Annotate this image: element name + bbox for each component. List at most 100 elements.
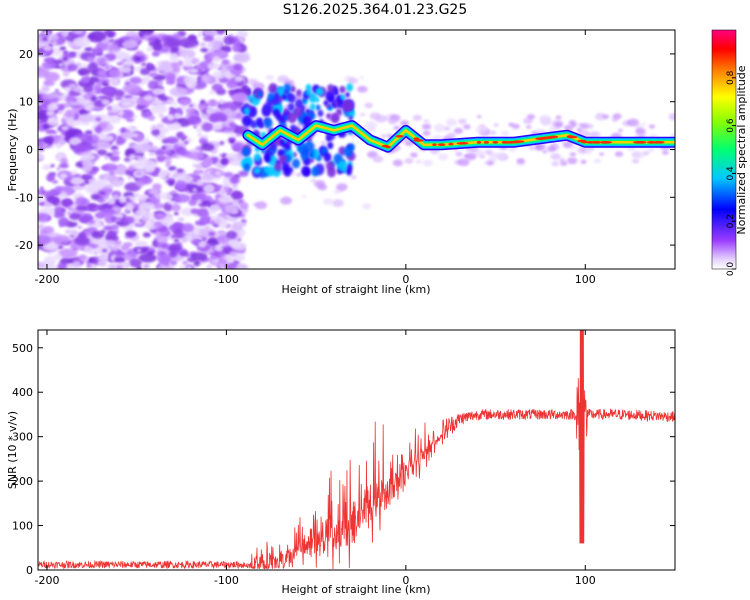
spectrogram-noise-blob	[207, 62, 221, 70]
spectrogram-signal-blob	[339, 85, 346, 94]
spectrogram-noise-blob	[58, 217, 70, 227]
spectrogram-noise-blob	[112, 51, 127, 60]
spectrogram-noise-blob	[201, 122, 214, 132]
spectrogram-noise-blob	[82, 163, 92, 173]
spectrogram-noise-blob	[220, 158, 228, 166]
spectrogram-signal-blob	[309, 103, 316, 111]
spectrogram-faint-blob	[648, 124, 656, 129]
spectrogram-noise-blob	[102, 163, 118, 172]
spectrogram-noise-blob	[142, 232, 151, 238]
spectrogram-signal-blob	[263, 166, 270, 174]
spectrogram-noise-blob	[59, 46, 67, 51]
spectrogram-noise-blob	[102, 249, 108, 253]
spectrogram-noise-blob	[38, 234, 52, 245]
spectrogram-noise-blob	[171, 203, 181, 212]
spectrogram-peak-spot	[476, 141, 482, 144]
spectrogram-noise-blob	[138, 202, 155, 211]
spectrogram-faint-blob	[486, 160, 494, 166]
spectrogram-noise-blob	[82, 64, 89, 68]
spectrogram-x-tick-label: -100	[214, 273, 239, 286]
spectrogram-noise-blob	[177, 60, 184, 66]
spectrogram-noise-blob	[157, 251, 167, 256]
spectrogram-noise-blob	[219, 140, 225, 146]
spectrogram-signal-blob	[247, 94, 252, 100]
spectrogram-signal-blob	[323, 152, 332, 162]
spectrogram-noise-blob	[42, 31, 50, 35]
spectrogram-noise-blob	[38, 118, 42, 123]
spectrogram-signal-blob	[301, 165, 310, 177]
spectrogram-noise-blob	[42, 124, 50, 130]
spectrogram-peak-spot	[595, 141, 601, 144]
spectrogram-faint-blob	[265, 74, 275, 81]
spectrogram-noise-blob	[64, 177, 71, 182]
spectrogram-noise-blob	[103, 225, 114, 231]
spectrogram-noise-blob	[173, 193, 191, 203]
spectrogram-noise-blob	[107, 115, 122, 124]
spectrogram-noise-blob	[201, 200, 211, 206]
spectrogram-faint-blob	[453, 127, 464, 134]
spectrogram-noise-blob	[93, 251, 98, 255]
spectrogram-noise-blob	[199, 42, 207, 48]
spectrogram-faint-blob	[457, 158, 470, 167]
spectrogram-noise-blob	[120, 128, 126, 132]
spectrogram-noise-blob	[230, 160, 242, 166]
spectrogram-noise-blob	[171, 66, 181, 73]
spectrogram-noise-blob	[94, 125, 103, 134]
spectrogram-noise-blob	[200, 48, 208, 53]
spectrogram-noise-blob	[105, 239, 116, 246]
spectrogram-noise-blob	[216, 51, 229, 59]
spectrogram-signal-blob	[346, 168, 352, 176]
spectrogram-noise-blob	[67, 63, 78, 72]
spectrogram-faint-blob	[599, 152, 605, 156]
spectrogram-noise-blob	[173, 211, 179, 216]
spectrogram-noise-blob	[104, 60, 111, 64]
spectrogram-noise-blob	[208, 90, 215, 95]
spectrogram-noise-blob	[183, 58, 193, 68]
spectrogram-noise-blob	[171, 101, 179, 106]
spectrogram-noise-blob	[142, 76, 151, 83]
spectrogram-noise-blob	[110, 245, 119, 252]
spectrogram-noise-blob	[46, 173, 56, 182]
spectrogram-y-label: Frequency (Hz)	[6, 109, 19, 192]
spectrogram-noise-blob	[179, 98, 191, 106]
spectrogram-noise-blob	[114, 96, 123, 101]
spectrogram-noise-blob	[157, 81, 163, 86]
spectrogram-noise-blob	[225, 189, 233, 194]
spectrogram-noise-blob	[166, 38, 182, 47]
spectrogram-noise-blob	[240, 218, 247, 224]
spectrogram-faint-blob	[410, 152, 418, 158]
spectrogram-noise-blob	[101, 99, 110, 104]
spectrogram-noise-blob	[203, 35, 215, 42]
spectrogram-noise-blob	[186, 266, 193, 269]
spectrogram-noise-blob	[196, 199, 203, 204]
spectrogram-faint-blob	[508, 122, 515, 127]
spectrogram-faint-blob	[372, 155, 384, 163]
spectrogram-noise-blob	[153, 221, 163, 229]
spectrogram-signal-blob	[326, 160, 335, 172]
spectrogram-noise-blob	[96, 56, 109, 67]
spectrogram-signal-blob	[269, 143, 277, 151]
spectrogram-signal-blob	[315, 104, 321, 111]
spectrogram-noise-blob	[165, 74, 176, 84]
spectrogram-faint-blob	[484, 149, 493, 155]
spectrogram-noise-blob	[197, 33, 202, 37]
spectrogram-noise-blob	[169, 86, 188, 97]
spectrogram-peak-spot	[437, 143, 446, 147]
spectrogram-noise-blob	[53, 206, 65, 215]
spectrogram-signal-blob	[268, 82, 278, 94]
spectrogram-noise-blob	[147, 64, 154, 69]
spectrogram-faint-blob	[612, 113, 622, 120]
spectrogram-peak-spot	[448, 142, 454, 146]
spectrogram-noise-blob	[136, 171, 142, 176]
spectrogram-noise-blob	[225, 230, 238, 240]
spectrogram-noise-blob	[111, 149, 120, 157]
spectrogram-noise-blob	[135, 180, 145, 188]
spectrogram-signal-blob	[243, 107, 251, 115]
spectrogram-signal-blob	[327, 84, 335, 93]
spectrogram-signal-blob	[246, 91, 251, 96]
spectrogram-faint-blob	[585, 149, 592, 155]
spectrogram-noise-blob	[155, 194, 162, 200]
spectrogram-faint-blob	[421, 123, 432, 130]
spectrogram-noise-blob	[176, 146, 187, 156]
spectrogram-noise-blob	[166, 98, 174, 104]
